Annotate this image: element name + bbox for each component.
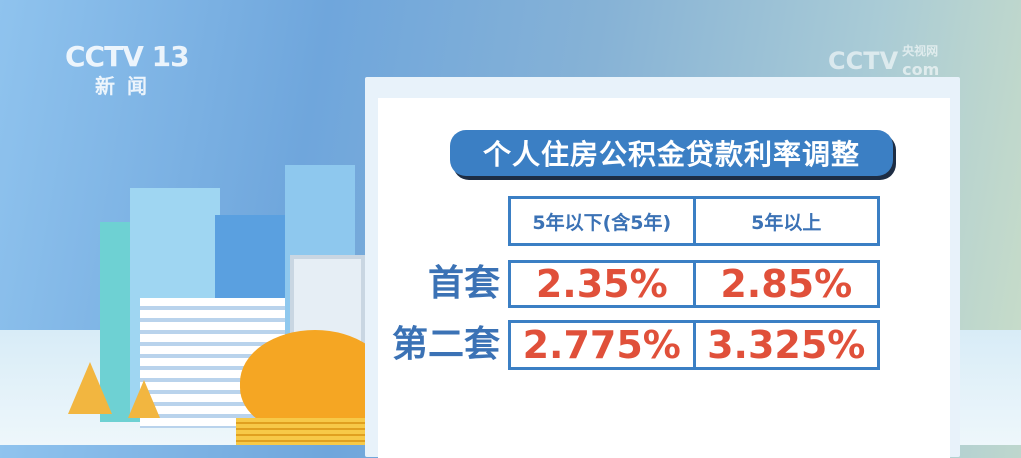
row-label-first-home: 首套 — [427, 263, 500, 304]
site-brand: CCTV — [828, 47, 899, 76]
site-sub: 央视网 com — [902, 44, 939, 80]
cctv13-logo: CCTV 13 新闻 — [65, 40, 190, 98]
cctv-com-logo: CCTV 央视网 com — [828, 44, 939, 80]
rate-value: 2.35% — [535, 262, 668, 306]
table-row: 2.35% 2.85% — [508, 260, 880, 308]
rate-value: 2.85% — [692, 262, 878, 306]
column-header: 5年以下(含5年) — [532, 211, 672, 234]
row-label-second-home: 第二套 — [391, 324, 500, 365]
tree-icon — [128, 380, 160, 418]
logo-number: 13 — [151, 40, 190, 73]
logo-subtitle: 新闻 — [95, 73, 159, 98]
site-suffix: com — [902, 60, 940, 80]
page-title: 个人住房公积金贷款利率调整 — [450, 130, 893, 176]
site-cn: 央视网 — [902, 44, 939, 58]
table-row: 2.775% 3.325% — [508, 320, 880, 370]
rate-value: 3.325% — [692, 323, 878, 367]
tree-icon — [68, 362, 112, 414]
table-header: 5年以下(含5年) 5年以上 — [508, 196, 880, 246]
column-header: 5年以上 — [692, 199, 878, 243]
logo-brand: CCTV — [65, 40, 144, 73]
rate-value: 2.775% — [522, 323, 681, 367]
